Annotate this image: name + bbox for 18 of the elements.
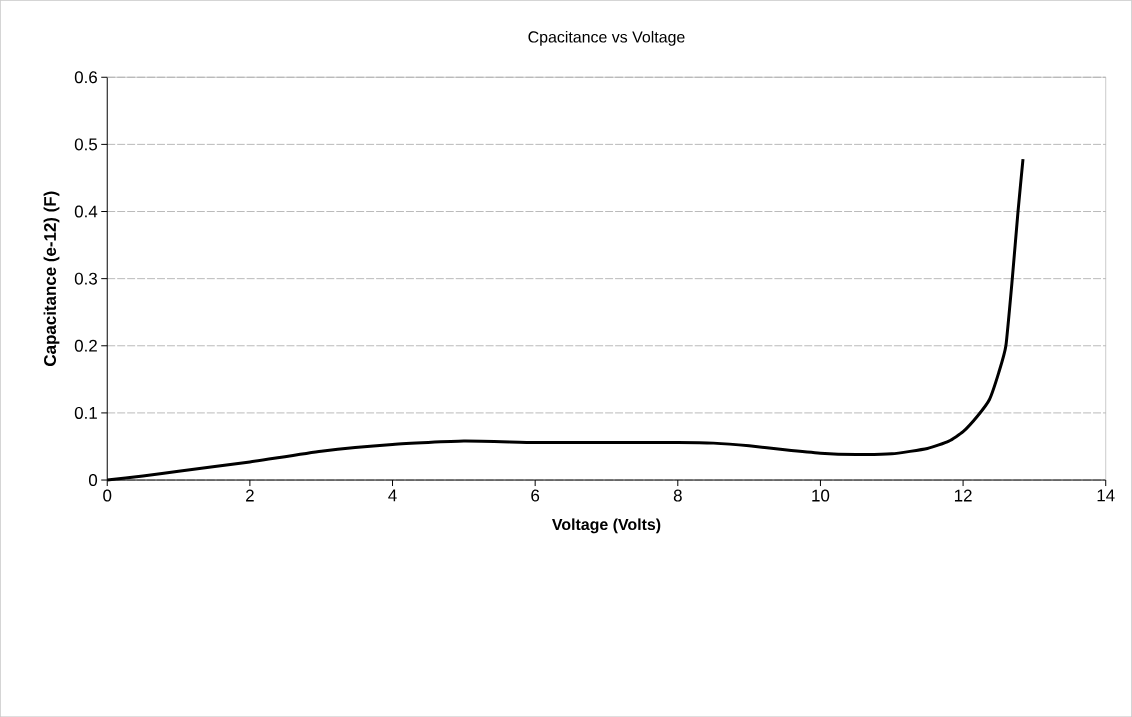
x-tick-label: 12 xyxy=(954,489,972,502)
y-tick-label: 0.3 xyxy=(74,272,97,285)
x-tick-label: 4 xyxy=(388,489,397,502)
y-axis-title: Capacitance (e-12) (F) xyxy=(43,191,60,366)
x-tick-label: 10 xyxy=(812,489,830,502)
x-tick-label: 14 xyxy=(1097,489,1115,502)
chart-title: Cpacitance vs Voltage xyxy=(528,30,685,46)
x-axis-title: Voltage (Volts) xyxy=(552,518,661,534)
y-tick-label: 0.2 xyxy=(74,339,97,352)
y-tick-label: 0.4 xyxy=(74,205,98,218)
y-tick-label: 0.1 xyxy=(74,406,97,419)
y-tick-label: 0.6 xyxy=(74,71,97,84)
y-tick-label: 0.5 xyxy=(74,138,98,151)
x-tick-label: 2 xyxy=(246,489,254,502)
y-tick-label: 0 xyxy=(88,473,98,486)
x-tick-label: 0 xyxy=(103,489,112,502)
x-tick-label: 8 xyxy=(673,489,682,502)
x-tick-label: 6 xyxy=(531,489,540,502)
